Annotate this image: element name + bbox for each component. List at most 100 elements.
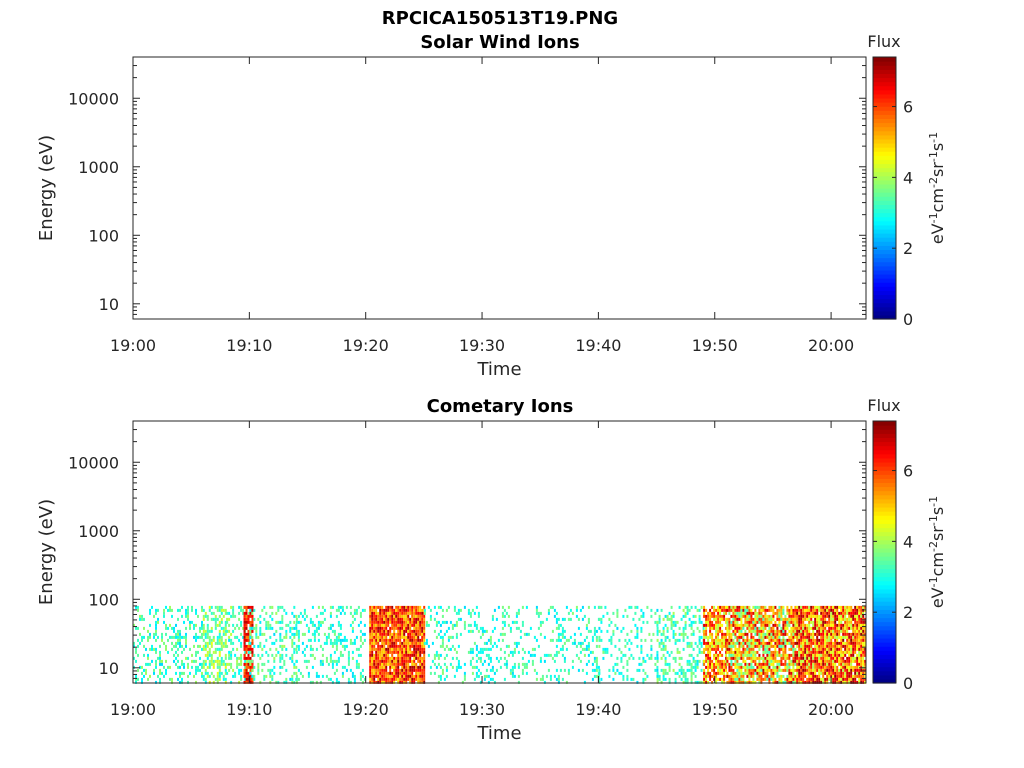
flux-cell xyxy=(549,674,552,678)
flux-cell xyxy=(856,632,859,636)
flux-cell xyxy=(411,665,414,669)
flux-cell xyxy=(415,632,418,636)
flux-cell xyxy=(748,641,751,645)
flux-cell xyxy=(802,605,805,609)
flux-cell xyxy=(457,611,460,615)
flux-cell xyxy=(291,659,294,663)
flux-cell xyxy=(218,668,221,672)
flux-cell xyxy=(135,605,137,609)
flux-cell xyxy=(429,614,432,618)
flux-cell xyxy=(513,665,516,669)
flux-cell xyxy=(369,677,372,681)
flux-cell xyxy=(740,611,743,615)
flux-cell xyxy=(489,668,492,672)
flux-cell xyxy=(463,605,466,609)
flux-cell xyxy=(656,656,659,660)
flux-cell xyxy=(397,668,400,672)
flux-cell xyxy=(389,650,392,654)
flux-cell xyxy=(678,674,681,678)
flux-cell xyxy=(387,644,390,648)
flux-cell xyxy=(752,659,755,663)
flux-cell xyxy=(711,614,714,618)
colorbar-segment xyxy=(873,114,896,119)
colorbar-segment xyxy=(873,670,896,676)
flux-cell xyxy=(467,611,470,615)
flux-cell xyxy=(245,665,248,669)
flux-cell xyxy=(311,653,314,657)
flux-cell xyxy=(752,674,755,678)
flux-cell xyxy=(844,614,847,618)
flux-cell xyxy=(210,605,213,609)
flux-cell xyxy=(802,650,805,654)
flux-cell xyxy=(401,674,404,678)
flux-cell xyxy=(375,668,378,672)
flux-cell xyxy=(752,653,755,657)
flux-cell xyxy=(521,668,524,672)
flux-cell xyxy=(728,653,731,657)
flux-cell xyxy=(265,674,268,678)
flux-cell xyxy=(666,614,669,618)
flux-cell xyxy=(275,620,278,624)
flux-cell xyxy=(834,677,837,681)
flux-cell xyxy=(593,668,596,672)
flux-cell xyxy=(411,638,414,642)
flux-cell xyxy=(740,665,743,669)
flux-cell xyxy=(705,644,708,648)
flux-cell xyxy=(437,620,440,624)
flux-cell xyxy=(549,638,552,642)
flux-cell xyxy=(193,626,195,630)
flux-cell xyxy=(437,674,440,678)
flux-cell xyxy=(206,653,209,657)
flux-cell xyxy=(369,632,372,636)
flux-cell xyxy=(792,662,795,666)
flux-cell xyxy=(413,620,416,624)
flux-cell xyxy=(459,632,462,636)
flux-cell xyxy=(846,671,849,675)
flux-cell xyxy=(195,632,197,636)
flux-cell xyxy=(139,614,141,618)
flux-cell xyxy=(561,647,564,651)
flux-cell xyxy=(782,662,785,666)
flux-cell xyxy=(218,629,221,633)
x-axis-ticks: 19:00 19:10 19:20 19:30 19:40 19:50 20:00 xyxy=(110,57,854,355)
flux-cell xyxy=(636,605,639,609)
flux-cell xyxy=(413,674,416,678)
flux-cell xyxy=(826,638,829,642)
flux-cell xyxy=(723,611,726,615)
flux-cell xyxy=(263,674,266,678)
flux-cell xyxy=(411,650,414,654)
flux-cell xyxy=(535,677,538,681)
flux-cell xyxy=(744,611,747,615)
flux-cell xyxy=(187,611,189,615)
flux-cell xyxy=(842,629,845,633)
flux-cell xyxy=(415,635,418,639)
flux-cell xyxy=(848,677,851,681)
flux-cell xyxy=(750,608,753,612)
panel-title: Cometary Ions xyxy=(427,396,574,417)
flux-cell xyxy=(738,629,741,633)
flux-cell xyxy=(208,638,211,642)
colorbar-segment xyxy=(873,278,896,283)
flux-cell xyxy=(746,671,749,675)
flux-cell xyxy=(758,617,761,621)
flux-cell xyxy=(598,635,601,639)
flux-cell xyxy=(561,626,564,630)
flux-cell xyxy=(153,632,155,636)
flux-cell xyxy=(864,608,867,612)
colorbar-segment xyxy=(873,302,896,308)
flux-cell xyxy=(165,632,167,636)
flux-cell xyxy=(385,671,388,675)
flux-cell xyxy=(746,608,749,612)
flux-cell xyxy=(842,656,845,660)
flux-cell xyxy=(728,629,731,633)
flux-cell xyxy=(738,680,741,684)
flux-cell xyxy=(199,629,201,633)
flux-cell xyxy=(798,623,801,627)
flux-cell xyxy=(245,611,248,615)
flux-cell xyxy=(734,653,737,657)
flux-cell xyxy=(385,632,388,636)
flux-cell xyxy=(421,626,424,630)
flux-cell xyxy=(840,671,843,675)
flux-cell xyxy=(283,635,286,639)
